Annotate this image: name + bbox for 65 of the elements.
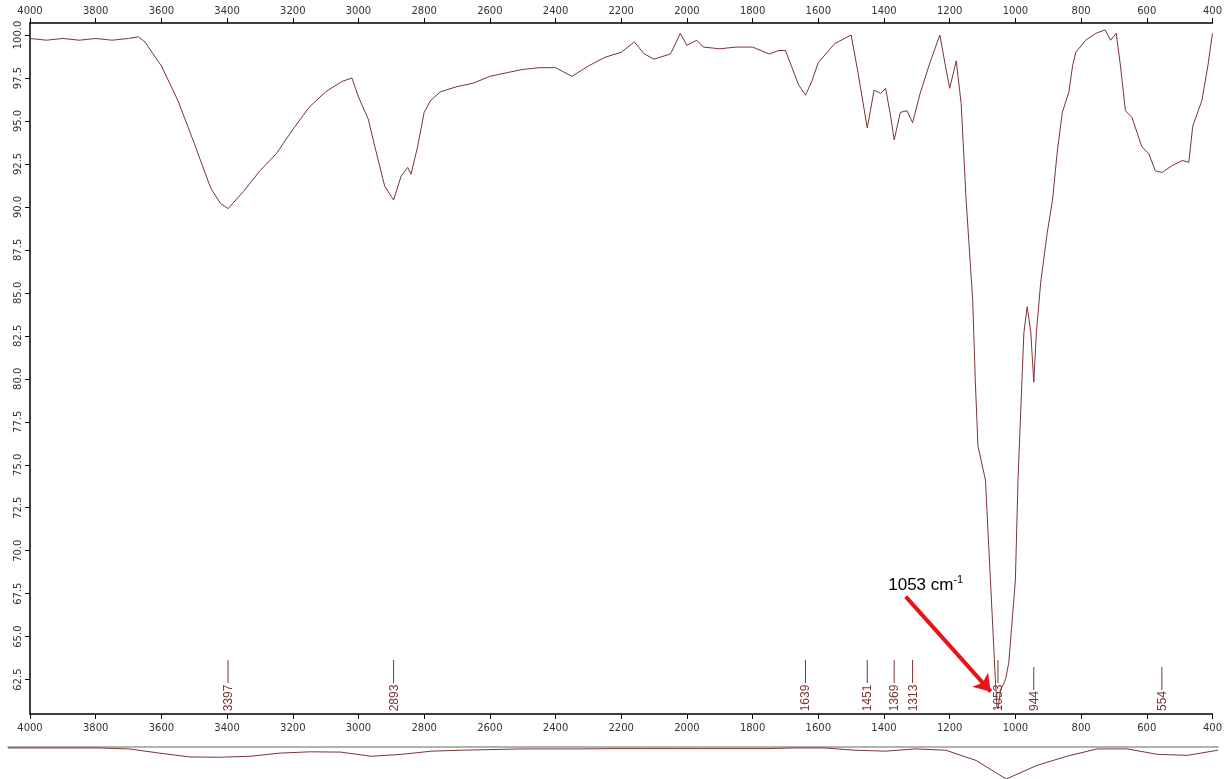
annotation: 944 xyxy=(1026,690,1041,712)
annotation: 2893 xyxy=(386,684,401,711)
y-tick-label: 77.5 xyxy=(11,410,23,433)
x2-tick-label: 3800 xyxy=(82,4,109,16)
x-tick-label: 1000 xyxy=(1002,721,1029,733)
x-tick-label: 600 xyxy=(1137,721,1157,733)
x2-tick-label: 800 xyxy=(1071,4,1091,16)
x-tick-label: 4000 xyxy=(17,721,43,733)
annotation: 1369 xyxy=(887,684,902,711)
x-tick-label: 1600 xyxy=(805,721,832,733)
annotation: 1639 xyxy=(798,684,813,711)
annotation: 1313 xyxy=(905,684,920,711)
y-tick-label: 67.5 xyxy=(11,582,23,605)
annotation: 1053 xyxy=(990,684,1005,711)
y-tick-label: 70.0 xyxy=(11,539,23,562)
x-tick-label: 3200 xyxy=(280,721,306,733)
y-tick-label: 80.0 xyxy=(11,367,23,390)
x-tick-label: 1400 xyxy=(871,721,897,733)
y-tick-label: 97.5 xyxy=(11,66,23,90)
x-tick-label: 2800 xyxy=(411,721,437,733)
y-tick-label: 72.5 xyxy=(11,496,23,519)
annotation: 1053 cm$^{-1}$ xyxy=(888,572,964,595)
x2-tick-label: 3000 xyxy=(345,4,372,16)
y-tick-label: 82.5 xyxy=(11,324,23,347)
x-tick-label: 1800 xyxy=(739,721,766,733)
y-tick-label: 92.5 xyxy=(11,152,23,176)
y-tick-label: 87.5 xyxy=(11,238,23,262)
x-tick-label: 2400 xyxy=(542,721,569,733)
x-tick-label: 2200 xyxy=(608,721,634,733)
x-tick-label: 3000 xyxy=(345,721,372,733)
x2-tick-label: 2400 xyxy=(542,4,569,16)
x-tick-label: 3600 xyxy=(148,721,175,733)
x-tick-label: 3400 xyxy=(214,721,240,733)
x-tick-label: 3800 xyxy=(82,721,109,733)
x2-tick-label: 2000 xyxy=(674,4,700,16)
annotation: 1451 xyxy=(860,684,875,711)
x-tick-label: 400 xyxy=(1202,721,1222,733)
x-tick-label: 2000 xyxy=(674,721,700,733)
x2-tick-label: 1000 xyxy=(1002,4,1029,16)
y-tick-label: 100.0 xyxy=(11,20,23,50)
x-tick-label: 800 xyxy=(1071,721,1091,733)
y-tick-label: 65.0 xyxy=(11,625,23,648)
x2-tick-label: 600 xyxy=(1137,4,1157,16)
annotation: 3397 xyxy=(221,684,236,711)
x2-tick-label: 400 xyxy=(1202,4,1222,16)
x-tick-label: 2600 xyxy=(477,721,503,733)
y-tick-label: 95.0 xyxy=(11,109,23,133)
x2-tick-label: 3400 xyxy=(214,4,240,16)
x2-tick-label: 3200 xyxy=(280,4,306,16)
x2-tick-label: 4000 xyxy=(17,4,43,16)
annotation: 554 xyxy=(1154,690,1169,712)
line-series xyxy=(29,29,1213,710)
x2-tick-label: 1800 xyxy=(739,4,766,16)
x2-tick-label: 1600 xyxy=(805,4,832,16)
x2-tick-label: 2200 xyxy=(608,4,634,16)
x2-tick-label: 1400 xyxy=(871,4,897,16)
y-tick-label: 90.0 xyxy=(11,195,23,219)
x2-tick-label: 1200 xyxy=(936,4,963,16)
y-tick-label: 62.5 xyxy=(11,668,23,691)
x2-tick-label: 2800 xyxy=(411,4,437,16)
x2-tick-label: 2600 xyxy=(477,4,503,16)
x-tick-label: 1200 xyxy=(936,721,963,733)
y-tick-label: 85.0 xyxy=(11,281,23,304)
y-tick-label: 75.0 xyxy=(11,453,23,476)
x2-tick-label: 3600 xyxy=(148,4,175,16)
